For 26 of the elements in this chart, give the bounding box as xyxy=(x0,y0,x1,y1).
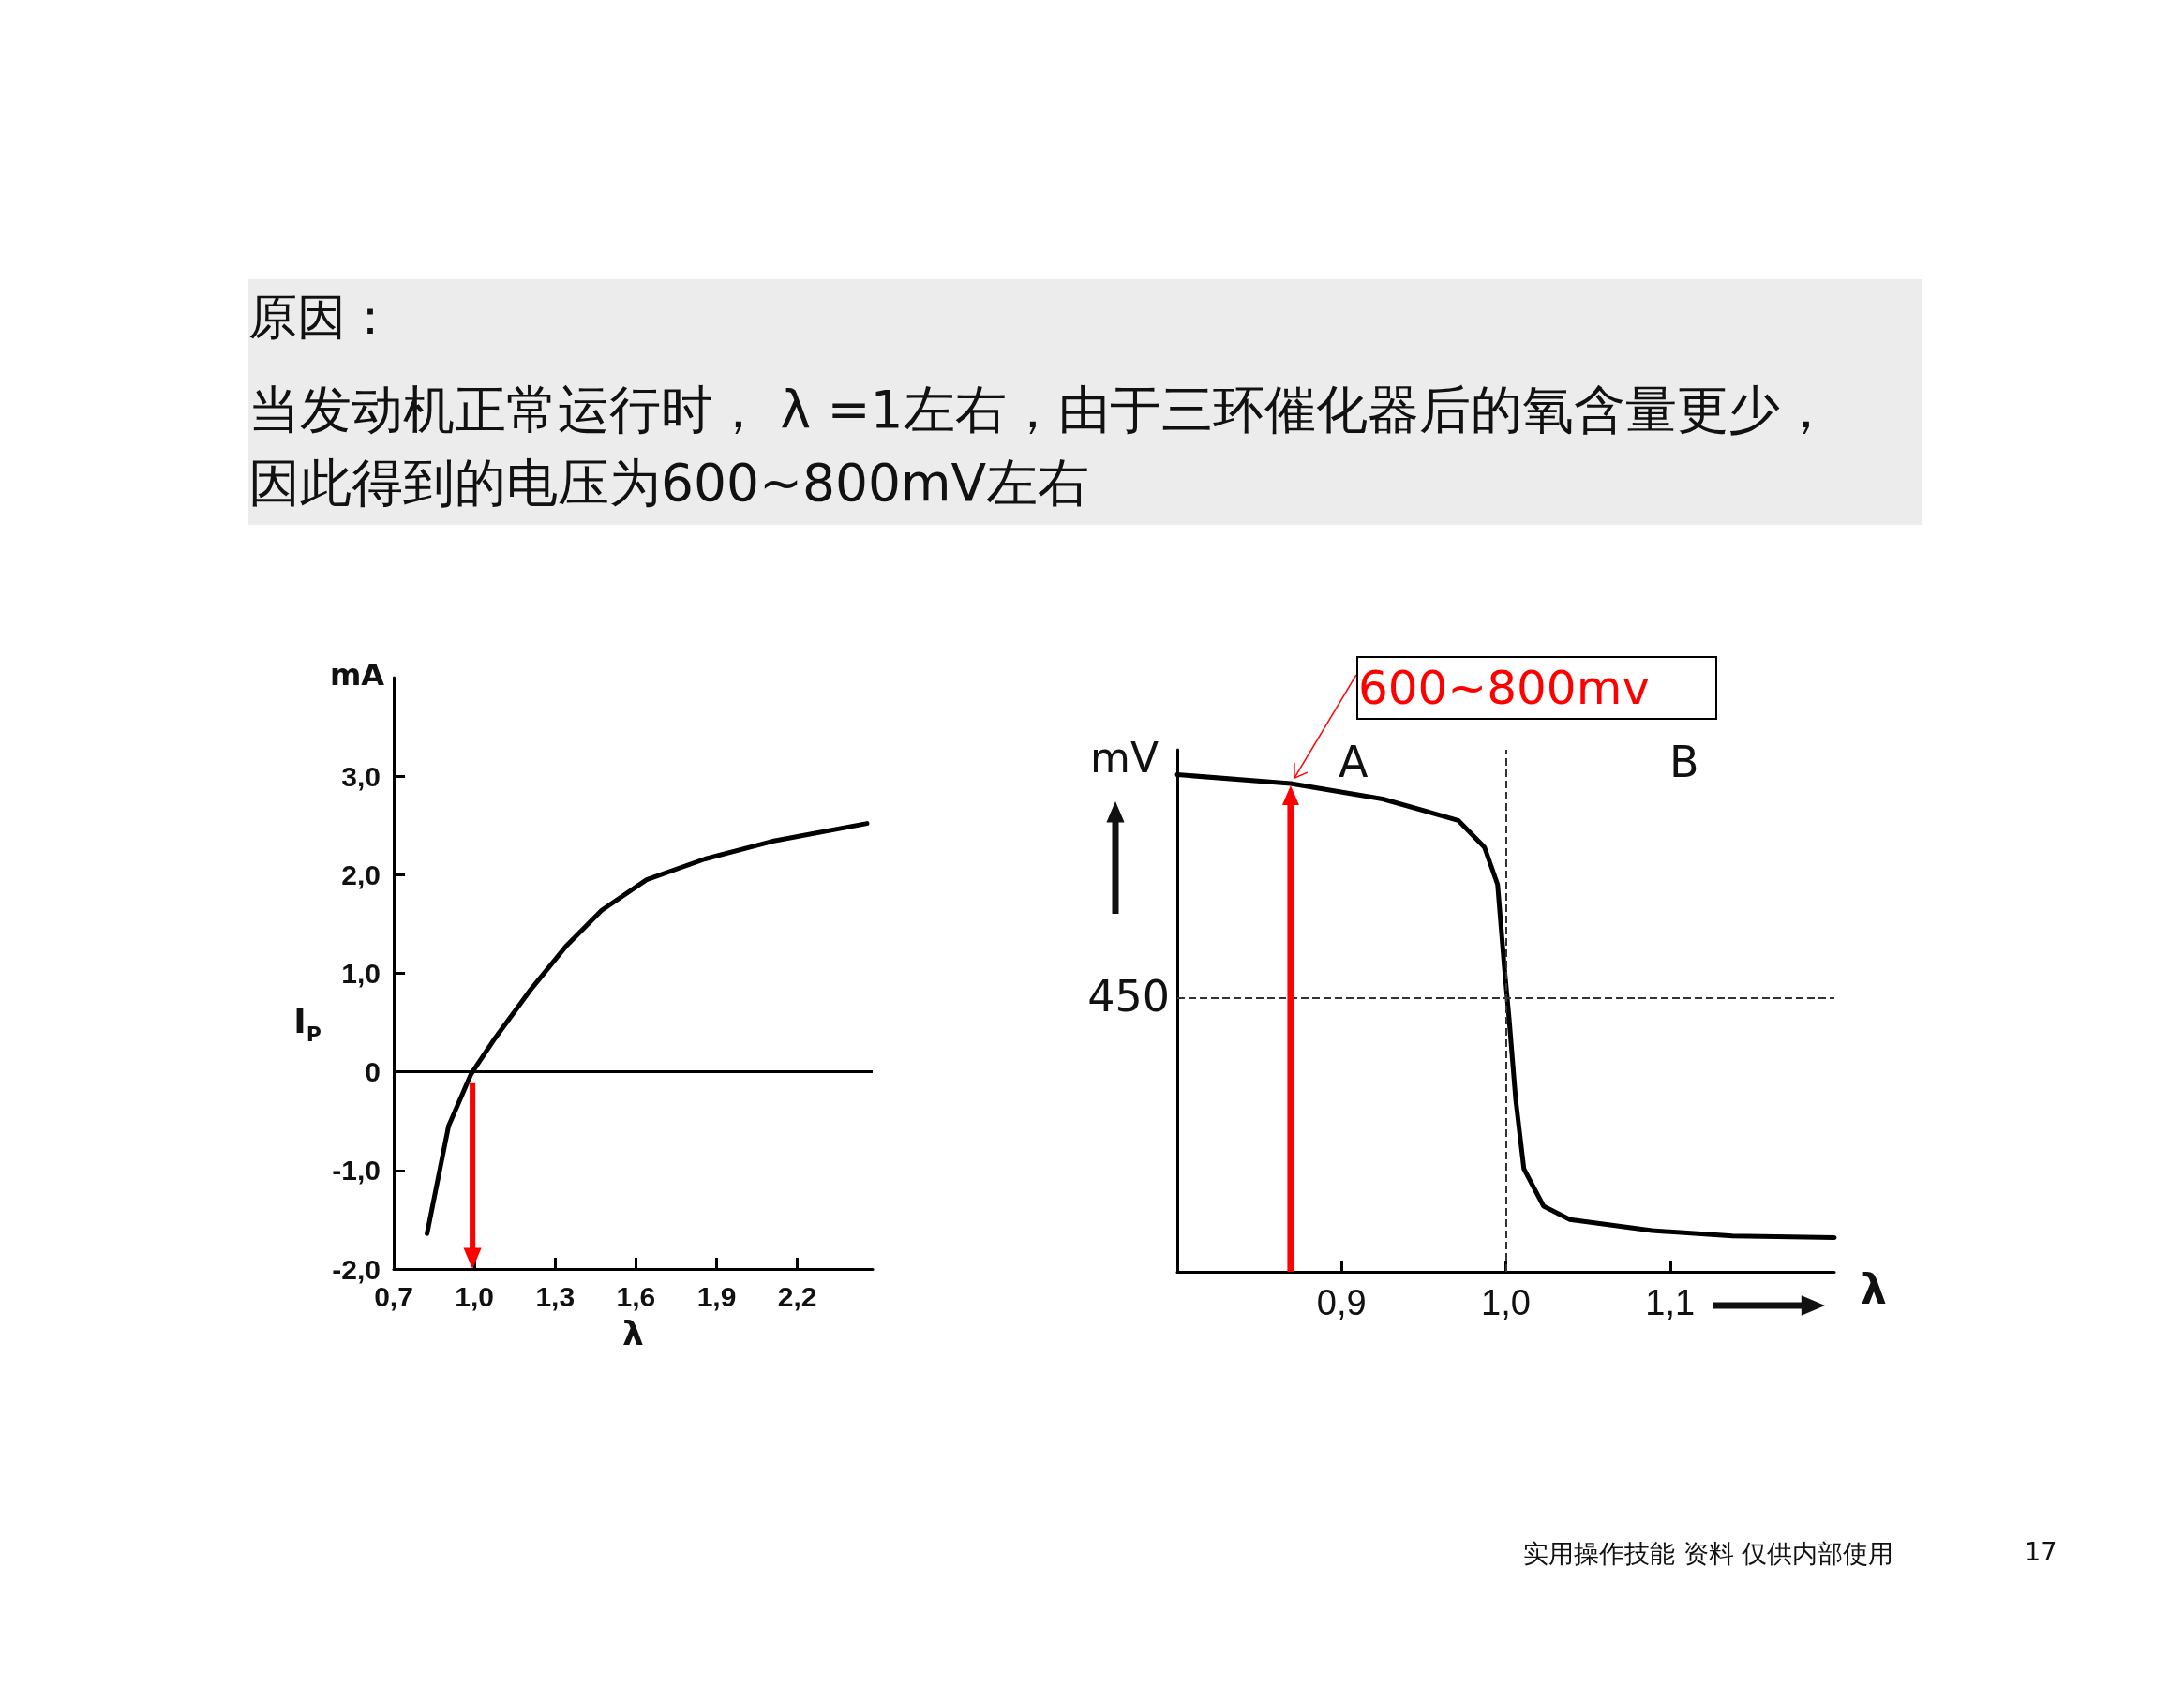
y-tick-label: 3,0 xyxy=(341,760,381,792)
annotation: 600~800mv xyxy=(1355,656,1717,721)
x-tick-label: 0,9 xyxy=(1316,1283,1367,1322)
x-tick-label: 1,0 xyxy=(1481,1283,1531,1322)
annotation: A xyxy=(1339,736,1369,787)
y-axis-title: mV xyxy=(1090,733,1159,782)
text: 当发动机正常运行时， λ =1左右，由于三环催化器后的氧含量更少，因此得到的电压为600~800mV左右 xyxy=(248,379,1832,515)
y-axis-title: I$_{P}$ xyxy=(293,1002,322,1046)
y-tick-label: 0 xyxy=(365,1056,381,1088)
x-tick-label: 1,1 xyxy=(1645,1283,1696,1322)
annotation: B xyxy=(1669,736,1699,787)
text: 原因： xyxy=(248,288,395,347)
y-tick-label: 2,0 xyxy=(341,858,381,890)
x-tick-label: 1,0 xyxy=(455,1280,494,1312)
x-axis-title: λ xyxy=(622,1313,644,1352)
x-axis-title: λ xyxy=(1861,1264,1887,1313)
text: 实用操作技能 资料 仅供内部使用 xyxy=(1523,1538,1894,1570)
text: mA xyxy=(329,657,385,693)
text: 17 xyxy=(2025,1537,2057,1566)
x-tick-label: 2,2 xyxy=(777,1280,817,1312)
y-tick-label: -1,0 xyxy=(332,1155,381,1187)
y-tick-label: 1,0 xyxy=(341,958,381,989)
x-tick-label: 1,3 xyxy=(535,1280,576,1312)
x-tick-label: 1,6 xyxy=(616,1280,656,1312)
x-tick-label: 1,9 xyxy=(696,1280,737,1312)
text: 450 xyxy=(1087,971,1170,1023)
